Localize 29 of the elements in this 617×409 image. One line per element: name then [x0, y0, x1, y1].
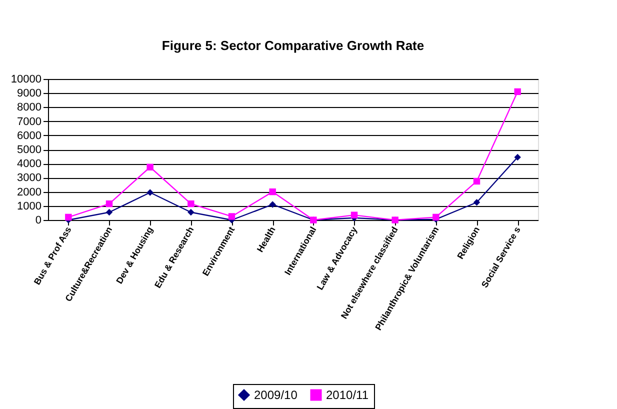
- point: [188, 200, 194, 208]
- point: [146, 164, 154, 170]
- y-tick-label: 3000: [17, 172, 42, 184]
- point: [473, 199, 480, 206]
- y-tick-label: 4000: [17, 158, 42, 170]
- point: [269, 201, 276, 208]
- y-tick-label: 2000: [17, 186, 42, 198]
- point: [514, 88, 521, 96]
- legend-label: 2009/10: [254, 388, 298, 402]
- point: [514, 154, 521, 161]
- point: [188, 208, 194, 216]
- y-tick-label: 7000: [17, 116, 42, 128]
- y-tick-label: 6000: [17, 130, 42, 142]
- point: [228, 213, 236, 220]
- chart-title: Figure 5: Sector Comparative Growth Rate: [162, 38, 424, 53]
- y-tick-label: 10000: [10, 74, 42, 86]
- y-tick-label: 1000: [17, 200, 42, 212]
- point: [106, 200, 113, 208]
- point: [350, 212, 358, 218]
- point: [269, 188, 276, 196]
- y-tick-label: 9000: [17, 88, 42, 100]
- y-tick-label: 0: [35, 214, 42, 226]
- legend-label: 2010/11: [326, 388, 369, 402]
- y-tick-label: 8000: [17, 102, 42, 114]
- point: [473, 178, 480, 185]
- y-tick-label: 5000: [17, 144, 42, 156]
- point: [106, 208, 113, 216]
- point: [146, 189, 154, 196]
- point: [65, 214, 72, 221]
